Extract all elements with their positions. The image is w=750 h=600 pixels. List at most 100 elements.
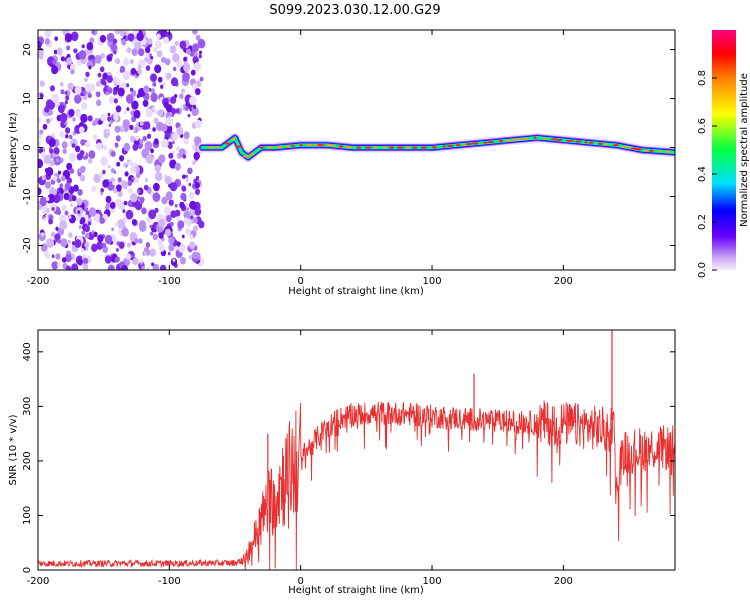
ridge-peak <box>462 143 468 146</box>
noise-blob <box>99 66 105 73</box>
noise-blob <box>130 193 138 203</box>
noise-blob <box>119 125 125 133</box>
noise-blob <box>55 226 59 231</box>
noise-blob <box>112 180 116 186</box>
noise-blob <box>143 184 149 191</box>
noise-blob <box>44 30 52 39</box>
noise-blob <box>172 133 179 141</box>
noise-blob <box>137 64 142 70</box>
noise-blob <box>65 265 71 270</box>
snr-line <box>38 400 675 570</box>
noise-blob <box>93 134 98 140</box>
noise-blob <box>102 72 108 80</box>
noise-blob <box>168 116 172 121</box>
noise-blob <box>189 96 197 106</box>
noise-blob <box>139 139 144 145</box>
noise-blob <box>43 217 47 222</box>
noise-blob <box>60 56 65 62</box>
noise-blob <box>121 180 128 189</box>
noise-blob <box>77 258 83 266</box>
noise-blob <box>138 258 143 263</box>
noise-blob <box>145 154 154 164</box>
noise-blob <box>133 176 139 184</box>
noise-blob <box>69 134 73 140</box>
noise-blob <box>183 56 188 62</box>
noise-blob <box>183 217 189 224</box>
noise-blob <box>132 143 139 151</box>
noise-blob <box>164 73 168 77</box>
noise-blob <box>70 203 73 207</box>
noise-blob <box>84 83 92 92</box>
noise-blob <box>168 244 175 252</box>
noise-blob <box>182 72 190 82</box>
ridge-peak <box>285 145 291 148</box>
noise-blob <box>149 224 153 229</box>
noise-blob <box>84 224 90 233</box>
noise-blob <box>109 53 113 58</box>
noise-blob <box>123 162 127 168</box>
noise-blob <box>84 141 91 148</box>
noise-blob <box>102 169 106 175</box>
noise-blob <box>131 219 137 226</box>
snr-panel: -200 -100 0 100 200 0 100 200 300 400 Height of … <box>8 329 676 596</box>
ridge-peak <box>665 150 672 154</box>
x-tick-label: -200 <box>27 576 50 587</box>
noise-blob <box>139 121 144 126</box>
noise-blob <box>38 117 42 124</box>
noise-blob <box>198 220 205 229</box>
noise-blob <box>131 176 135 181</box>
noise-blob <box>195 188 200 195</box>
x-tick-label: -100 <box>158 276 181 287</box>
noise-blob <box>52 175 58 182</box>
ridge-peak <box>487 141 495 144</box>
noise-blob <box>179 93 184 99</box>
noise-blob <box>44 168 49 173</box>
noise-blob <box>62 148 67 154</box>
noise-blob <box>182 174 186 180</box>
noise-blob <box>97 72 102 78</box>
colorbar-tick-label: 0.4 <box>697 166 708 182</box>
noise-blob <box>61 204 67 212</box>
noise-blob <box>107 165 111 169</box>
noise-blob <box>178 152 183 158</box>
ridge-peak <box>498 140 504 143</box>
noise-blob <box>163 36 169 44</box>
noise-blob <box>40 151 46 158</box>
noise-blob <box>175 108 180 114</box>
noise-blob <box>176 241 181 247</box>
ridge-peak <box>290 144 295 147</box>
noise-blob <box>117 190 123 198</box>
noise-blob <box>91 185 97 192</box>
noise-blob <box>160 84 164 90</box>
noise-blob <box>81 230 85 235</box>
noise-blob <box>43 154 52 165</box>
noise-blob <box>68 232 73 238</box>
ridge-peak <box>216 146 221 149</box>
y-ticks: 0 100 200 300 400 <box>22 342 675 573</box>
colorbar-tick-label: 0.8 <box>697 70 708 86</box>
noise-blob <box>133 109 141 119</box>
noise-blob <box>71 195 77 202</box>
noise-blob <box>66 177 73 184</box>
noise-blob <box>60 238 68 248</box>
y-axis-label: SNR (10 * v/v) <box>8 414 19 485</box>
noise-blob <box>94 54 102 64</box>
ridge-peak <box>412 146 418 149</box>
noise-blob <box>118 201 125 211</box>
noise-blob <box>51 254 55 258</box>
noise-blob <box>183 62 191 73</box>
noise-blob <box>77 172 81 177</box>
noise-blob <box>75 110 82 118</box>
noise-blob <box>124 171 129 177</box>
ridge-peak <box>382 146 388 149</box>
noise-blob <box>186 48 191 55</box>
noise-blob <box>89 37 95 44</box>
noise-blob <box>51 132 55 138</box>
noise-blob <box>119 30 125 37</box>
noise-blob <box>159 244 165 252</box>
noise-blob <box>49 85 55 92</box>
ridge-peak <box>483 141 488 144</box>
noise-blob <box>157 76 163 83</box>
noise-blob <box>39 129 44 135</box>
noise-blob <box>113 188 118 194</box>
